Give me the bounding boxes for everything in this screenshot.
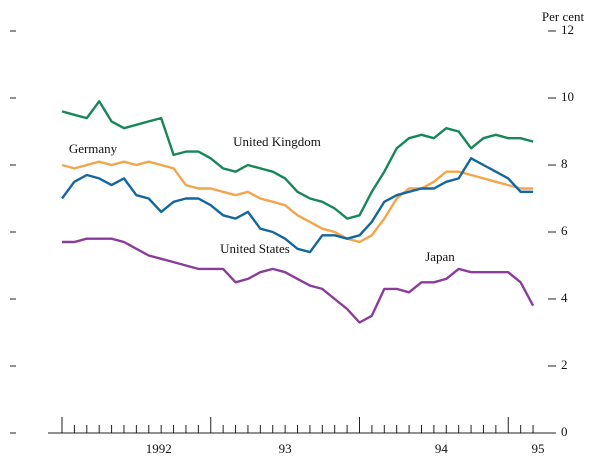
series-line bbox=[61, 100, 534, 220]
y-tick-label: 2 bbox=[561, 357, 568, 372]
series-line bbox=[61, 157, 534, 254]
y-tick-label: 0 bbox=[561, 424, 568, 439]
series-line bbox=[61, 160, 534, 244]
series-line bbox=[62, 237, 535, 324]
series-label: Japan bbox=[425, 249, 455, 264]
x-tick-label: 93 bbox=[279, 441, 292, 456]
x-tick-label: 1992 bbox=[146, 441, 172, 456]
y-tick-label: 4 bbox=[561, 290, 568, 305]
y-tick-label: 6 bbox=[561, 223, 568, 238]
y-axis-label: Per cent bbox=[542, 9, 585, 24]
x-tick-label: 94 bbox=[435, 441, 449, 456]
y-tick-label: 12 bbox=[561, 22, 574, 37]
series-label: United States bbox=[220, 241, 290, 256]
series-label: Germany bbox=[69, 141, 118, 156]
series-label: United Kingdom bbox=[233, 134, 321, 149]
y-tick-label: 8 bbox=[561, 156, 568, 171]
y-tick-label: 10 bbox=[561, 89, 574, 104]
x-tick-label: 95 bbox=[532, 441, 545, 456]
